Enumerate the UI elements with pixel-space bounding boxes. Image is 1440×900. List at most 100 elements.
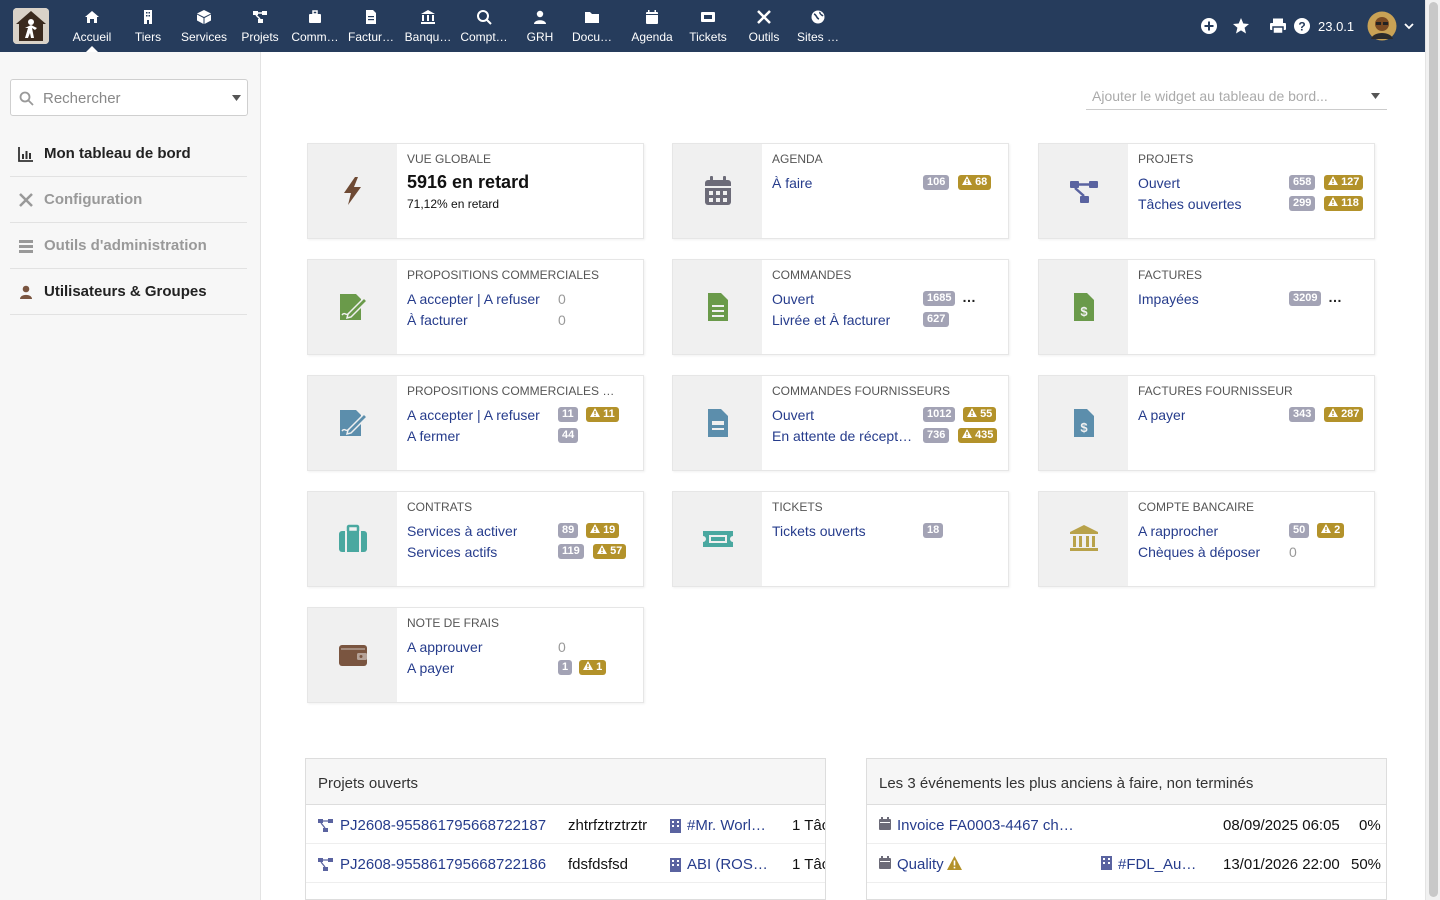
invoice-icon xyxy=(366,10,376,24)
briefcase-icon xyxy=(309,10,321,23)
card-projects[interactable]: PROJETS Ouvert 658 127 Tâches ouvertes 2… xyxy=(1038,143,1375,239)
card-row[interactable]: Tickets ouverts 18 xyxy=(772,521,1004,541)
card-row[interactable]: Ouvert 658 127 xyxy=(1138,173,1370,193)
sidebar-item-label: Mon tableau de bord xyxy=(44,145,191,162)
card-row[interactable]: A payer 1 1 xyxy=(407,658,639,678)
scrollbar-thumb[interactable] xyxy=(1429,2,1438,897)
overview-subvalue: 71,12% en retard xyxy=(407,197,500,211)
card-agenda[interactable]: AGENDA À faire 106 68 xyxy=(672,143,1009,239)
add-widget-placeholder: Ajouter le widget au tableau de bord... xyxy=(1092,88,1328,104)
card-row[interactable]: Chèques à déposer 0 xyxy=(1138,542,1370,562)
table-row[interactable]: Invoice FA0003-4467 ch… 08/09/2025 06:05… xyxy=(867,805,1386,844)
nav-label: Services xyxy=(180,30,227,44)
card-row[interactable]: En attente de récept… 736 435 xyxy=(772,426,1004,446)
search-input[interactable]: Rechercher xyxy=(10,79,248,116)
card-row[interactable]: A accepter | A refuser 0 xyxy=(407,289,639,309)
card-row[interactable]: Services actifs 119 57 xyxy=(407,542,639,562)
add-widget-select[interactable]: Ajouter le widget au tableau de bord... xyxy=(1086,80,1387,110)
nav-projects[interactable]: Projets xyxy=(240,0,280,52)
card-proposals[interactable]: PROPOSITIONS COMMERCIALES A accepter | A… xyxy=(307,259,644,355)
sidebar: Rechercher Mon tableau de bord Configura… xyxy=(0,52,261,900)
late-badge: 2 xyxy=(1317,523,1345,538)
card-row-label: Chèques à déposer xyxy=(1138,544,1261,560)
sidebar-item-users-groups[interactable]: Utilisateurs & Groupes xyxy=(10,269,247,315)
user-menu[interactable] xyxy=(1367,0,1415,52)
card-row[interactable]: A fermer 44 xyxy=(407,426,639,446)
card-row[interactable]: Ouvert 1012 55 xyxy=(772,405,1004,425)
project-ref-link[interactable]: PJ2608-955861795668722186 xyxy=(340,856,547,873)
nav-thirdparties[interactable]: Tiers xyxy=(131,0,165,52)
thirdparty-link[interactable]: ABI (ROS… xyxy=(687,856,768,873)
project-ref-link[interactable]: PJ2608-955861795668722187 xyxy=(340,817,547,834)
card-row-label: Ouvert xyxy=(1138,175,1181,191)
nav-commercial[interactable]: Comm… xyxy=(291,0,339,52)
card-row-label: A fermer xyxy=(407,428,460,444)
nav-billing[interactable]: Factur… xyxy=(347,0,395,52)
card-row[interactable]: Tâches ouvertes 299 118 xyxy=(1138,194,1370,214)
nav-label: Compt… xyxy=(460,30,508,44)
nav-label: GRH xyxy=(526,30,554,44)
bookmarks[interactable] xyxy=(1232,0,1250,52)
card-row[interactable]: À faire 106 68 xyxy=(772,173,1004,193)
signature-icon xyxy=(339,410,368,436)
table-row[interactable]: PJ2608-955861795668722186 fdsfdsfsd ABI … xyxy=(306,844,825,883)
card-row[interactable]: Impayées 3209 … xyxy=(1138,289,1370,309)
app-logo[interactable] xyxy=(13,8,49,44)
thirdparty-link[interactable]: #Mr. Worl… xyxy=(687,817,766,834)
card-overview[interactable]: VUE GLOBALE 5916 en retard 71,12% en ret… xyxy=(307,143,644,239)
card-row[interactable]: A accepter | A refuser 11 11 xyxy=(407,405,639,425)
card-orders[interactable]: COMMANDES Ouvert 1685 … Livrée et À fact… xyxy=(672,259,1009,355)
card-supplier-invoices[interactable]: $ FACTURES FOURNISSEUR A payer 343 287 xyxy=(1038,375,1375,471)
nav-bank[interactable]: Banqu… xyxy=(403,0,453,52)
card-row[interactable]: Services à activer 89 19 xyxy=(407,521,639,541)
overview-value: 5916 en retard xyxy=(407,172,530,192)
event-link[interactable]: Invoice FA0003-4467 ch… xyxy=(897,817,1074,834)
invoice-dollar-icon: $ xyxy=(1073,293,1094,321)
table-row[interactable]: PJ2608-955861795668722187 zhtrfztrztrztr… xyxy=(306,805,825,844)
nav-websites[interactable]: Sites … xyxy=(795,0,841,52)
card-row[interactable]: A approuver 0 xyxy=(407,637,639,657)
nav-accounting[interactable]: Compt… xyxy=(459,0,509,52)
project-name: zhtrfztrztrztr xyxy=(568,817,648,834)
sidebar-item-admin-tools[interactable]: Outils d'administration xyxy=(10,223,247,269)
dashboard-main: Ajouter le widget au tableau de bord... … xyxy=(261,52,1425,900)
card-row[interactable]: Livrée et À facturer 627 xyxy=(772,310,1004,330)
card-row[interactable]: A rapprocher 50 2 xyxy=(1138,521,1370,541)
table-row[interactable]: Quality #FDL_Au… 13/01/2026 22:00 50% xyxy=(867,844,1386,883)
late-count: 287 xyxy=(1341,408,1360,420)
nav-hrm[interactable]: GRH xyxy=(524,0,556,52)
card-bank-account[interactable]: COMPTE BANCAIRE A rapprocher 50 2 Chèque… xyxy=(1038,491,1375,587)
warning-icon xyxy=(1328,197,1338,206)
card-title: PROJETS xyxy=(1138,152,1194,166)
nav-agenda[interactable]: Agenda xyxy=(630,0,674,52)
card-invoices[interactable]: $ FACTURES Impayées 3209 … xyxy=(1038,259,1375,355)
nav-tickets[interactable]: Tickets xyxy=(688,0,728,52)
sidebar-item-dashboard[interactable]: Mon tableau de bord xyxy=(10,131,247,177)
event-link[interactable]: Quality xyxy=(897,856,944,873)
quick-add[interactable] xyxy=(1200,0,1218,52)
count-badge: 89 xyxy=(558,523,579,538)
sidebar-item-label: Configuration xyxy=(44,191,143,208)
logo-icon xyxy=(13,8,49,44)
count-badge: 627 xyxy=(923,312,950,327)
page-scrollbar[interactable] xyxy=(1425,0,1440,900)
card-supplier-orders[interactable]: COMMANDES FOURNISSEURS Ouvert 1012 55 En… xyxy=(672,375,1009,471)
nav-home[interactable]: Accueil xyxy=(72,0,112,52)
sidebar-item-configuration[interactable]: Configuration xyxy=(10,177,247,223)
card-supplier-proposals[interactable]: PROPOSITIONS COMMERCIALES … A accepter |… xyxy=(307,375,644,471)
late-count: 68 xyxy=(975,176,988,188)
card-row[interactable]: Ouvert 1685 … xyxy=(772,289,1004,309)
help[interactable]: ? xyxy=(1293,0,1311,52)
nav-tools[interactable]: Outils xyxy=(747,0,781,52)
card-row-label: À faire xyxy=(772,175,813,191)
nav-documents[interactable]: Docu… xyxy=(570,0,614,52)
card-expense-reports[interactable]: NOTE DE FRAIS A approuver 0 A payer 1 1 xyxy=(307,607,644,703)
card-row-label: Ouvert xyxy=(772,407,815,423)
print[interactable] xyxy=(1269,0,1287,52)
card-contracts[interactable]: CONTRATS Services à activer 89 19 Servic… xyxy=(307,491,644,587)
card-row[interactable]: À facturer 0 xyxy=(407,310,639,330)
card-row[interactable]: A payer 343 287 xyxy=(1138,405,1370,425)
card-tickets[interactable]: TICKETS Tickets ouverts 18 xyxy=(672,491,1009,587)
thirdparty-link[interactable]: #FDL_Au… xyxy=(1118,856,1197,873)
nav-services[interactable]: Services xyxy=(180,0,228,52)
